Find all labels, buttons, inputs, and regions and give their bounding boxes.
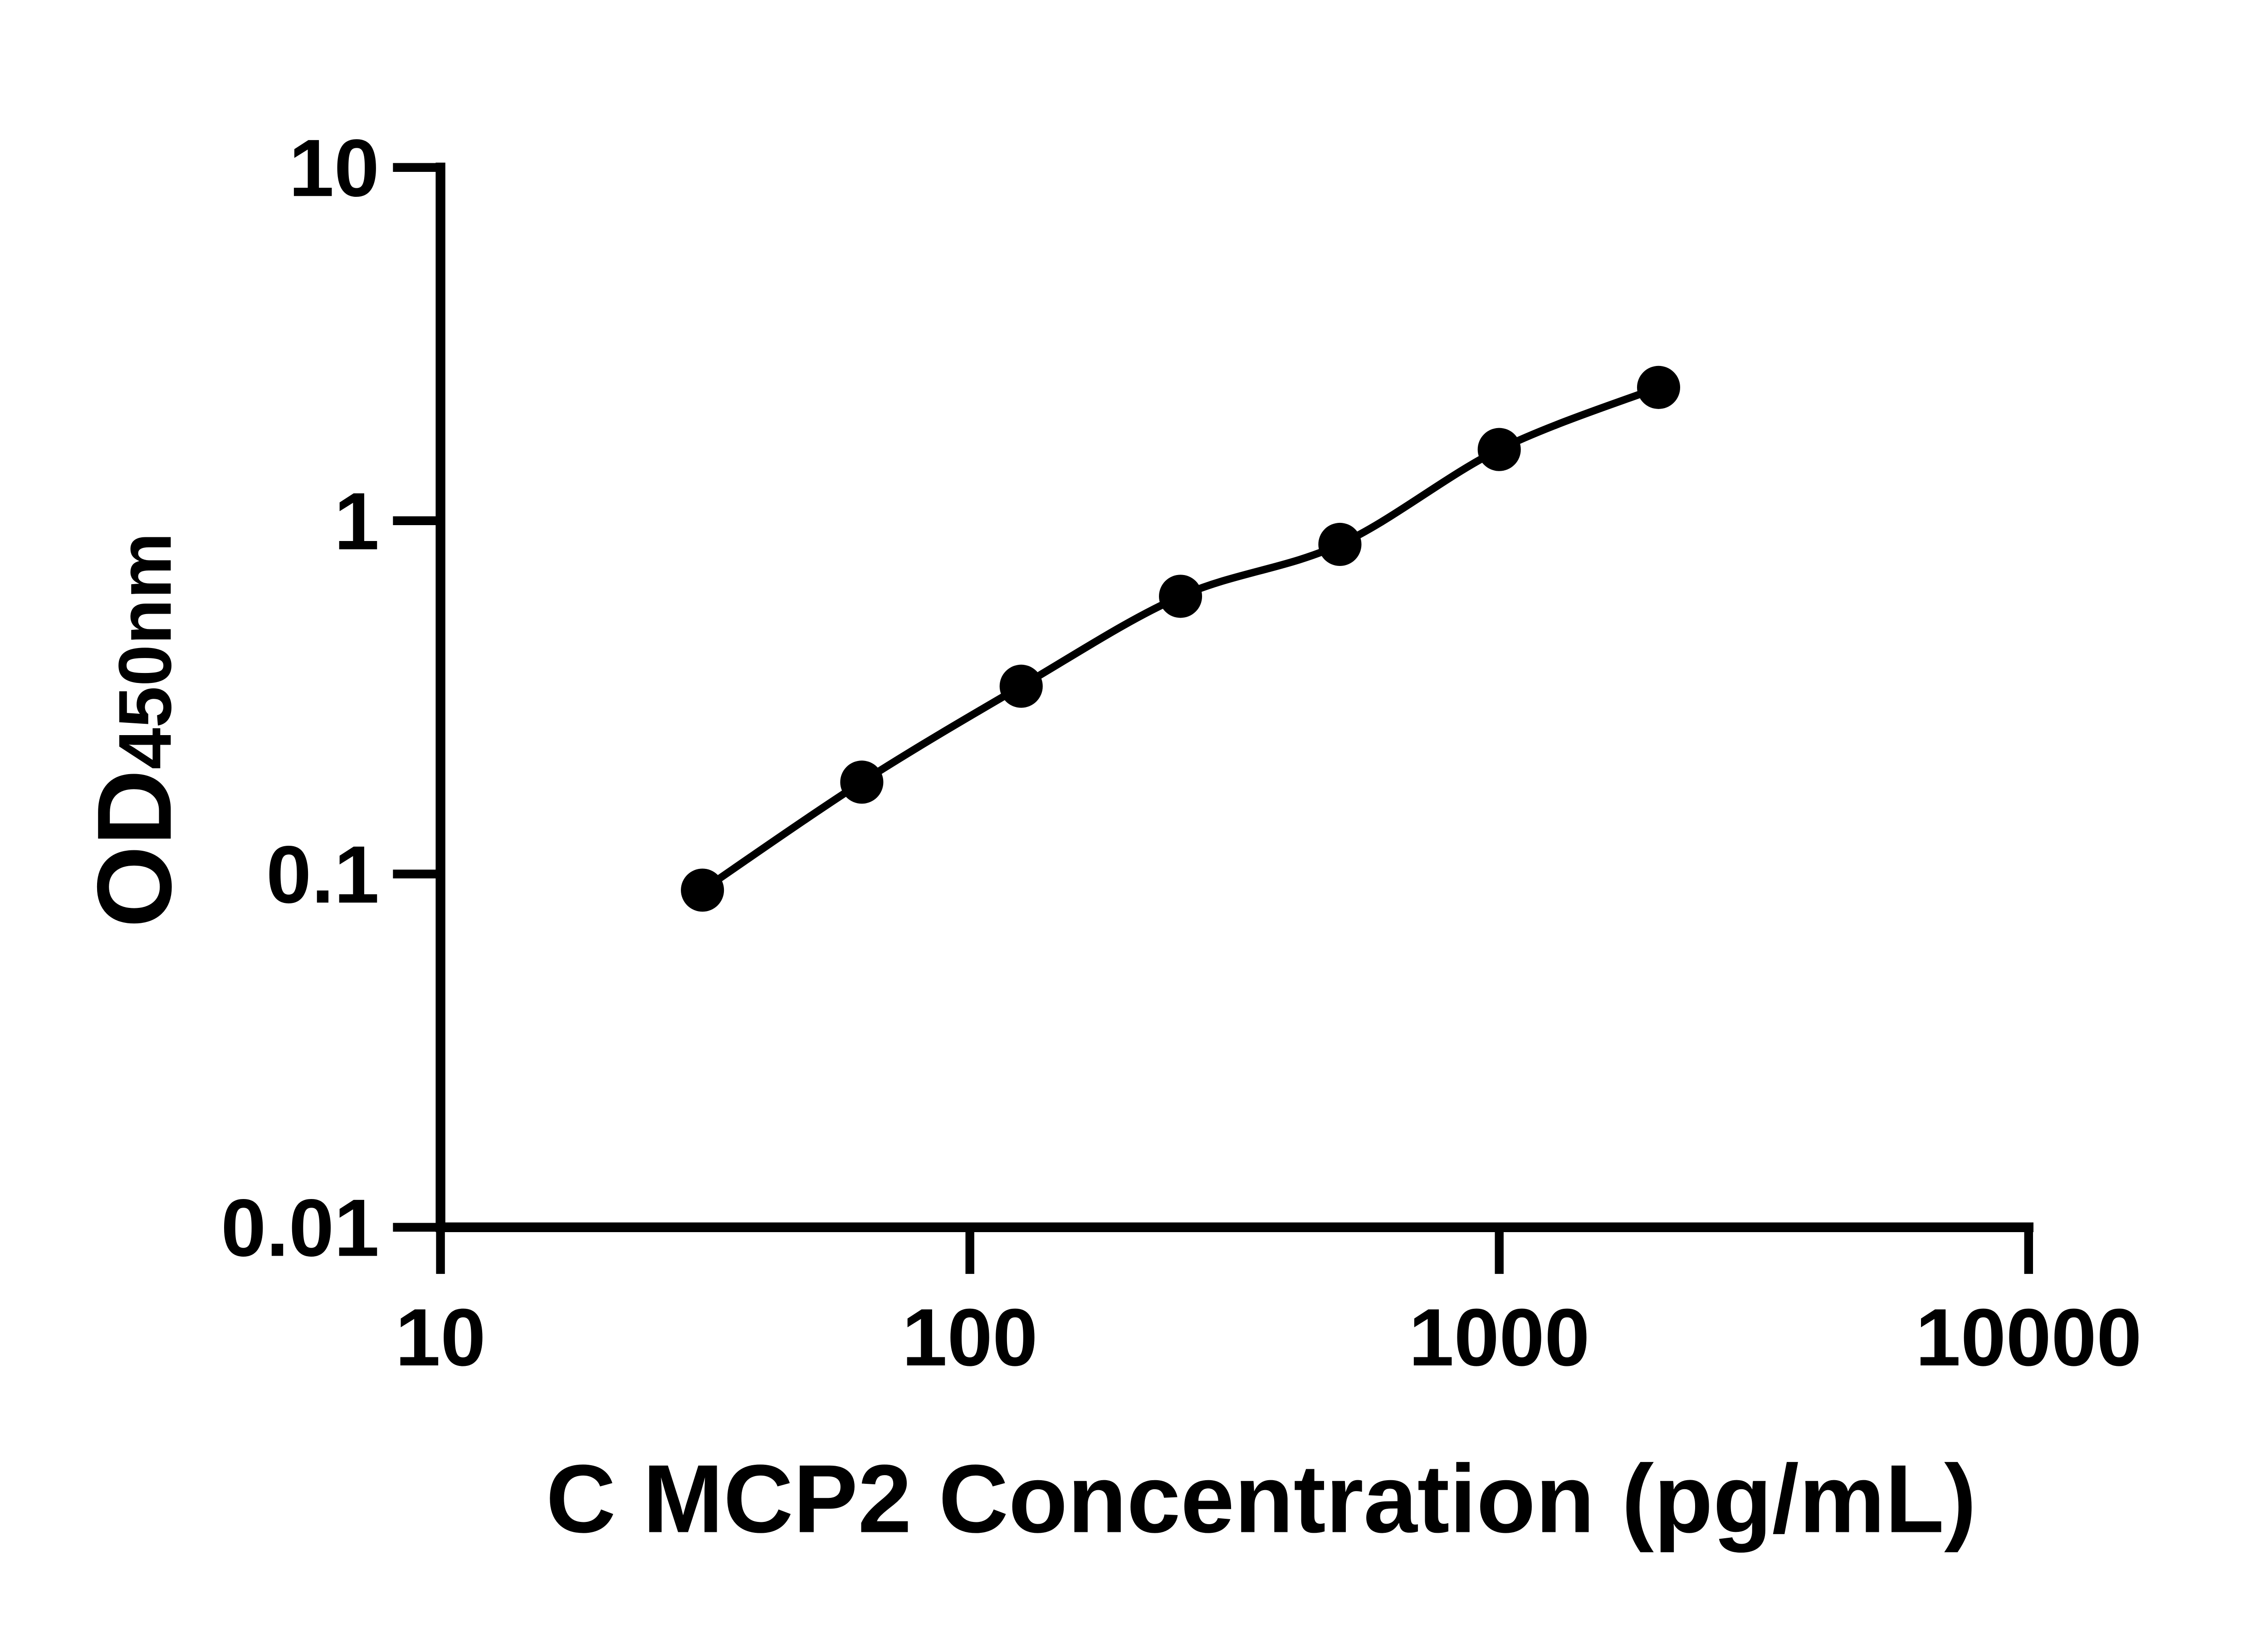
y-tick-label: 10	[289, 123, 380, 214]
x-tick-label: 10	[395, 1292, 486, 1383]
y-tick-label: 0.1	[266, 829, 380, 920]
x-tick-label: 10000	[1916, 1292, 2142, 1383]
data-point	[999, 664, 1043, 708]
y-axis-ticks	[393, 163, 441, 1232]
x-axis-ticks	[436, 1227, 2033, 1274]
data-points	[681, 366, 1681, 912]
y-axis-tick-labels: 10 1 0.1 0.01	[221, 123, 379, 1273]
x-tick-label: 1000	[1409, 1292, 1590, 1383]
y-axis-title-sub: 450nm	[103, 532, 186, 770]
data-point	[681, 868, 724, 912]
y-axis-title: OD450nm	[75, 532, 193, 928]
y-axis-title-main: OD	[75, 770, 193, 928]
y-tick-label: 0.01	[221, 1183, 379, 1273]
x-axis-tick-labels: 10 100 1000 10000	[395, 1292, 2142, 1383]
data-point	[840, 760, 884, 804]
plot-background	[0, 24, 2268, 1614]
data-point	[1477, 428, 1521, 471]
x-axis-title: C MCP2 Concentration (pg/mL)	[546, 1445, 1977, 1553]
y-tick-label: 1	[334, 476, 379, 567]
data-point	[1318, 522, 1362, 566]
x-tick-label: 100	[902, 1292, 1037, 1383]
data-point	[1637, 366, 1681, 409]
data-point	[1159, 575, 1202, 618]
